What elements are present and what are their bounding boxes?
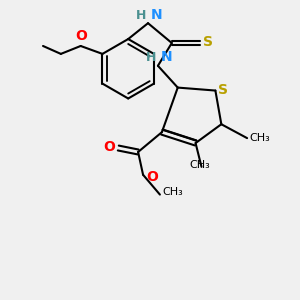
Text: CH₃: CH₃ xyxy=(162,187,183,196)
Text: S: S xyxy=(202,35,212,49)
Text: N: N xyxy=(151,8,163,22)
Text: O: O xyxy=(146,170,158,184)
Text: O: O xyxy=(76,29,88,43)
Text: N: N xyxy=(161,50,172,64)
Text: S: S xyxy=(218,82,228,97)
Text: CH₃: CH₃ xyxy=(189,160,210,170)
Text: O: O xyxy=(103,140,115,154)
Text: CH₃: CH₃ xyxy=(249,133,270,143)
Text: H: H xyxy=(146,51,156,64)
Text: H: H xyxy=(136,9,146,22)
